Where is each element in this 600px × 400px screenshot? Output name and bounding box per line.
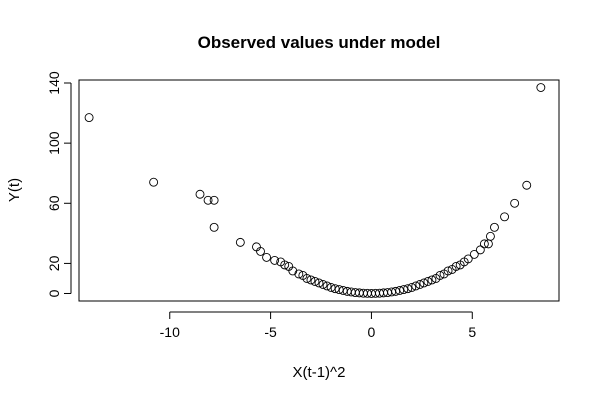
data-point bbox=[485, 231, 495, 241]
data-point bbox=[209, 195, 219, 205]
data-point bbox=[149, 177, 159, 187]
y-axis: 0 20 60 100 140 bbox=[46, 71, 72, 297]
data-point bbox=[288, 266, 298, 276]
chart-title: Observed values under model bbox=[198, 33, 441, 52]
data-point bbox=[235, 237, 245, 247]
data-point bbox=[500, 212, 509, 222]
data-point bbox=[306, 275, 316, 285]
data-point bbox=[463, 254, 473, 264]
data-point bbox=[423, 277, 433, 286]
x-tick-label: -10 bbox=[160, 324, 180, 340]
y-tick-label: 140 bbox=[46, 71, 62, 95]
data-point bbox=[399, 285, 409, 295]
data-point bbox=[310, 277, 320, 286]
data-point bbox=[435, 270, 445, 280]
data-point bbox=[262, 252, 272, 262]
data-point bbox=[326, 283, 336, 292]
data-point bbox=[415, 280, 425, 289]
data-points bbox=[84, 83, 546, 298]
data-point bbox=[270, 255, 280, 265]
data-point bbox=[256, 246, 265, 256]
data-point bbox=[427, 275, 437, 285]
x-axis-label: X(t-1)^2 bbox=[293, 364, 346, 381]
data-point bbox=[451, 261, 461, 271]
data-point bbox=[314, 278, 324, 288]
y-axis-label: Y(t) bbox=[6, 178, 23, 202]
data-point bbox=[411, 281, 421, 291]
data-point bbox=[280, 260, 290, 270]
x-axis: -10 -5 0 5 bbox=[160, 311, 476, 340]
data-point bbox=[407, 283, 417, 292]
plot-frame bbox=[78, 79, 560, 302]
data-point bbox=[469, 249, 479, 259]
data-point bbox=[294, 269, 304, 279]
data-point bbox=[443, 266, 453, 276]
data-point bbox=[302, 273, 312, 283]
data-point bbox=[536, 83, 546, 92]
y-tick-label: 60 bbox=[46, 195, 62, 211]
data-point bbox=[195, 189, 205, 199]
data-point bbox=[419, 278, 429, 288]
y-tick-label: 0 bbox=[46, 289, 62, 297]
data-point bbox=[318, 280, 328, 289]
data-point bbox=[490, 222, 499, 232]
y-tick-label: 100 bbox=[46, 131, 62, 155]
data-point bbox=[403, 284, 413, 294]
data-point bbox=[209, 222, 219, 232]
x-tick-label: 0 bbox=[368, 324, 376, 340]
data-point bbox=[203, 195, 213, 205]
data-point bbox=[479, 239, 489, 249]
data-point bbox=[475, 245, 485, 255]
x-tick-label: 5 bbox=[468, 324, 476, 340]
data-point bbox=[322, 281, 332, 291]
x-tick-label: -5 bbox=[264, 324, 277, 340]
data-point bbox=[522, 180, 532, 190]
data-point bbox=[510, 198, 520, 208]
y-tick-label: 20 bbox=[46, 255, 62, 271]
data-point bbox=[84, 113, 94, 123]
